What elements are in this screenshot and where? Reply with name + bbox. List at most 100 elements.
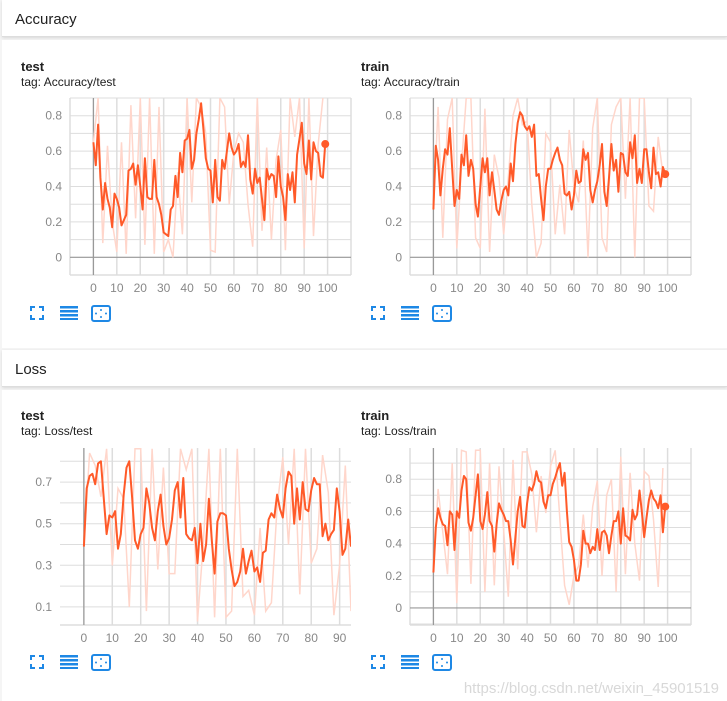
- section-header-loss[interactable]: Loss: [2, 350, 727, 387]
- log-scale-button[interactable]: [400, 304, 420, 322]
- x-tick-label: 70: [276, 631, 290, 645]
- watermark: https://blog.csdn.net/weixin_45901519: [463, 680, 719, 697]
- fit-domain-button[interactable]: [432, 304, 452, 322]
- fullscreen-button[interactable]: [27, 653, 47, 671]
- fullscreen-button[interactable]: [368, 304, 388, 322]
- y-tick-label: 0.6: [45, 144, 62, 158]
- x-tick-label: 10: [450, 281, 464, 295]
- toggle-log-scale-icon: [60, 655, 78, 669]
- smoothed-series-line: [92, 102, 327, 238]
- x-tick-label: 40: [520, 631, 534, 645]
- x-tick-label: 50: [544, 631, 558, 645]
- chart-title: train: [361, 59, 390, 74]
- y-tick-label: 0.6: [385, 144, 402, 158]
- x-tick-label: 0: [430, 281, 437, 295]
- x-tick-label: 20: [474, 281, 488, 295]
- x-tick-label: 30: [162, 631, 176, 645]
- log-scale-button[interactable]: [59, 304, 79, 322]
- chart-title: test: [21, 408, 45, 423]
- line-chart[interactable]: 0 0.2 0.4 0.6 0.8 0 10 20 30 40 50 60 70 80 90 100: [0, 95, 362, 305]
- y-tick-label: 0.7: [35, 475, 52, 489]
- x-tick-label: 100: [658, 281, 678, 295]
- x-tick-label: 0: [90, 281, 97, 295]
- line-chart[interactable]: 0 0.2 0.4 0.6 0.8 0 10 20 30 40 50 60 70 80 90 100: [360, 95, 722, 305]
- y-tick-label: 0.4: [45, 180, 62, 194]
- y-tick-label: 0: [395, 250, 402, 264]
- x-tick-label: 20: [134, 281, 148, 295]
- fit-to-screen-icon: [30, 306, 44, 320]
- smoothed-series-line: [432, 462, 667, 582]
- chart-card-0: test tag: Accuracy/test: [0, 55, 360, 89]
- chart-toolbar: [27, 653, 111, 671]
- y-tick-label: 0.2: [385, 215, 402, 229]
- fit-domain-button[interactable]: [432, 653, 452, 671]
- chart-card-1: train tag: Accuracy/train: [360, 55, 720, 89]
- fit-to-screen-icon: [30, 655, 44, 669]
- y-tick-label: 0.3: [35, 558, 52, 572]
- x-tick-label: 20: [474, 631, 488, 645]
- x-tick-label: 40: [180, 281, 194, 295]
- line-chart[interactable]: 0.1 0.3 0.5 0.7 0 10 20 30 40 50 60 70 80 90: [0, 445, 362, 655]
- x-tick-label: 30: [157, 281, 171, 295]
- section-accuracy: [2, 40, 727, 348]
- y-tick-label: 0.4: [385, 537, 402, 551]
- toggle-log-scale-icon: [401, 655, 419, 669]
- x-tick-label: 100: [318, 281, 338, 295]
- y-tick-label: 0.8: [385, 109, 402, 123]
- x-tick-label: 70: [591, 631, 605, 645]
- chart-toolbar: [27, 304, 111, 322]
- fit-domain-button[interactable]: [91, 304, 111, 322]
- toggle-log-scale-icon: [401, 306, 419, 320]
- raw-series-line: [92, 98, 324, 258]
- x-tick-label: 40: [191, 631, 205, 645]
- x-tick-label: 70: [251, 281, 265, 295]
- chart-title: test: [21, 59, 45, 74]
- last-point-marker: [661, 502, 670, 511]
- chart-toolbar: [368, 653, 452, 671]
- x-tick-label: 70: [591, 281, 605, 295]
- x-tick-label: 80: [274, 281, 288, 295]
- fit-to-screen-icon: [371, 306, 385, 320]
- x-tick-label: 80: [614, 631, 628, 645]
- fit-domain-icon: [432, 304, 452, 322]
- log-scale-button[interactable]: [59, 653, 79, 671]
- x-tick-label: 60: [248, 631, 262, 645]
- fullscreen-button[interactable]: [27, 304, 47, 322]
- x-tick-label: 90: [637, 281, 651, 295]
- line-chart[interactable]: 0 0.2 0.4 0.6 0.8 0 10 20 30 40 50 60 70 80 90 100: [360, 445, 722, 655]
- y-tick-label: 0: [395, 601, 402, 615]
- fullscreen-button[interactable]: [368, 653, 388, 671]
- x-tick-label: 90: [333, 631, 347, 645]
- y-tick-label: 0.8: [45, 109, 62, 123]
- chart-tag: tag: Loss/test: [21, 424, 93, 438]
- x-tick-label: 50: [204, 281, 218, 295]
- y-tick-label: 0.8: [385, 472, 402, 486]
- x-tick-label: 60: [227, 281, 241, 295]
- x-tick-label: 90: [297, 281, 311, 295]
- fit-domain-icon: [91, 653, 111, 671]
- x-tick-label: 10: [450, 631, 464, 645]
- x-tick-label: 30: [497, 631, 511, 645]
- section-title: Loss: [15, 361, 47, 378]
- x-tick-label: 10: [110, 281, 124, 295]
- y-tick-label: 0.6: [385, 504, 402, 518]
- x-tick-label: 0: [430, 631, 437, 645]
- smoothed-series-line: [432, 111, 667, 222]
- y-tick-label: 0.5: [35, 517, 52, 531]
- x-tick-label: 80: [305, 631, 319, 645]
- y-tick-label: 0.2: [45, 215, 62, 229]
- fit-domain-button[interactable]: [91, 653, 111, 671]
- fit-domain-icon: [432, 653, 452, 671]
- chart-title: train: [361, 408, 390, 423]
- y-tick-label: 0.2: [385, 569, 402, 583]
- toggle-log-scale-icon: [60, 306, 78, 320]
- x-tick-label: 0: [81, 631, 88, 645]
- section-header-accuracy[interactable]: Accuracy: [2, 0, 727, 37]
- log-scale-button[interactable]: [400, 653, 420, 671]
- chart-card-2: test tag: Loss/test: [0, 404, 360, 438]
- y-tick-label: 0: [55, 250, 62, 264]
- chart-toolbar: [368, 304, 452, 322]
- chart-tag: tag: Accuracy/test: [21, 75, 116, 89]
- section-loss: [2, 390, 727, 701]
- last-point-marker: [321, 140, 330, 149]
